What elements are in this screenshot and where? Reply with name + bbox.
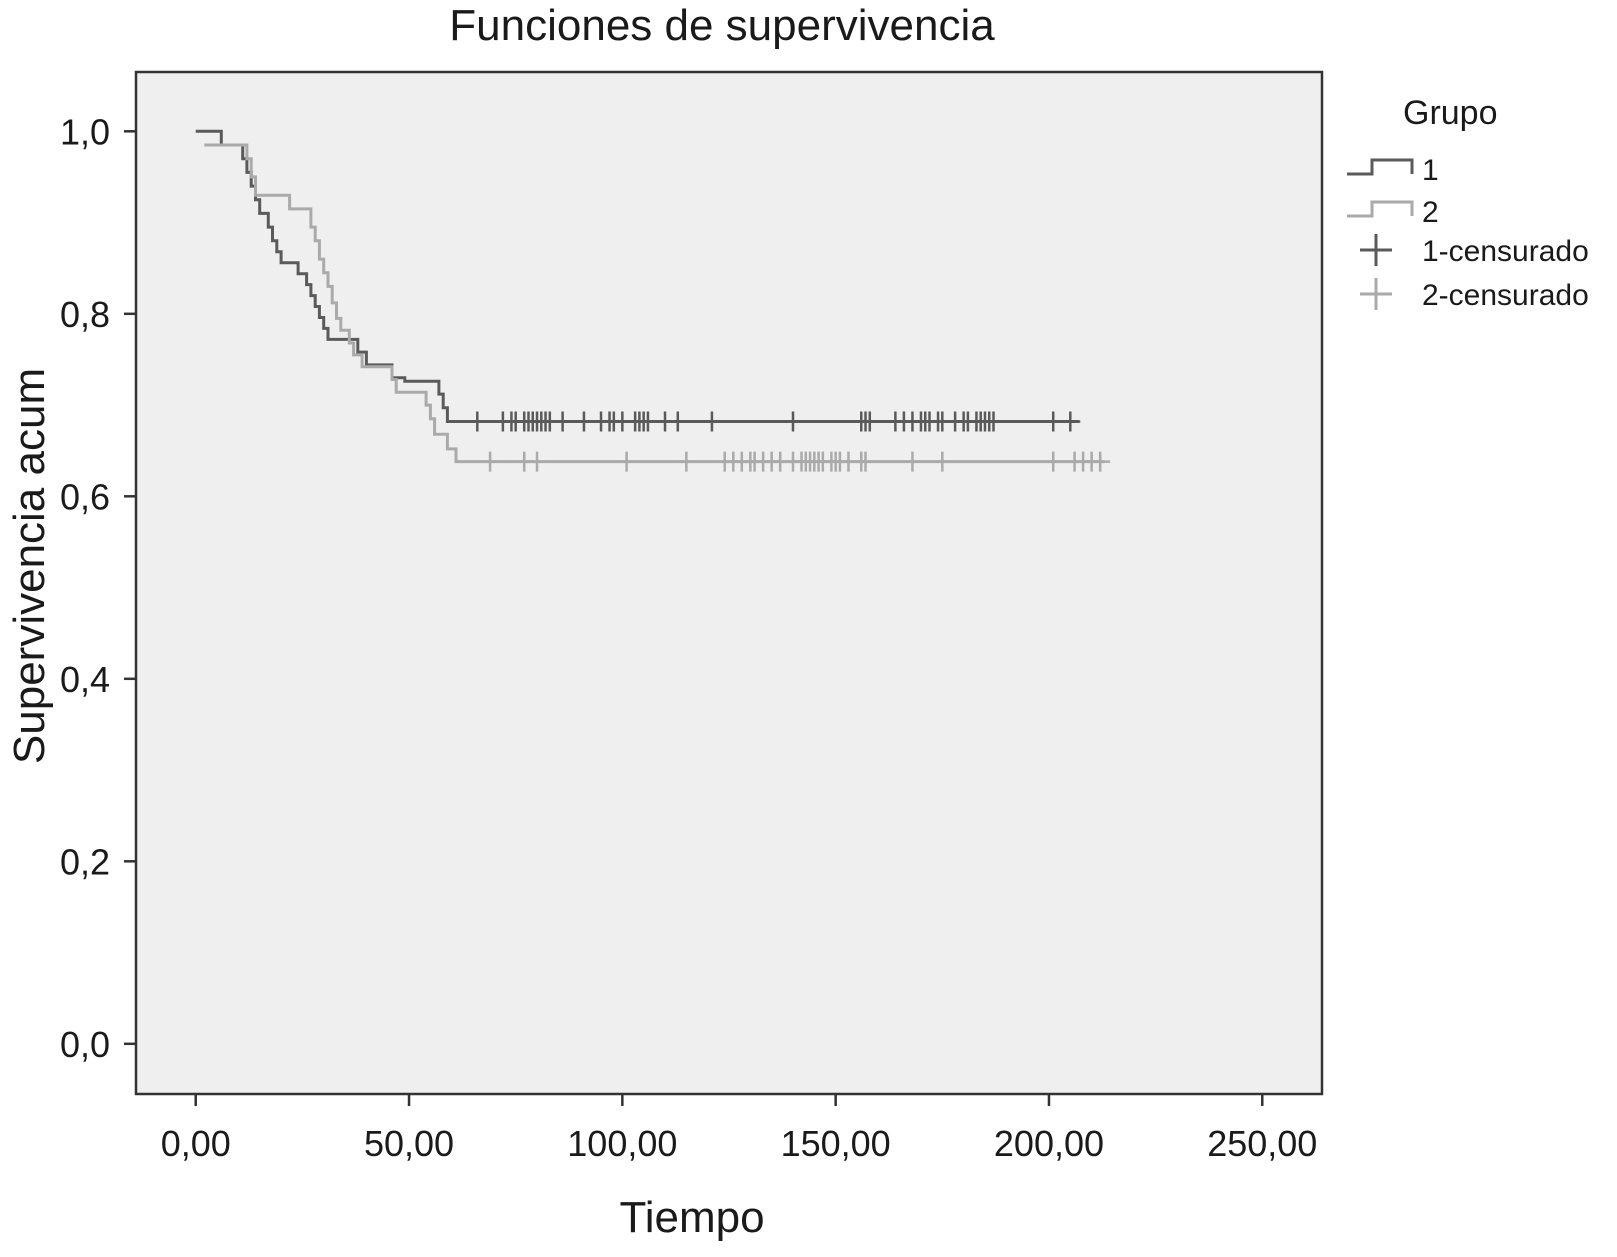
legend-marker-2-censurado	[1360, 278, 1392, 310]
x-tick-label: 0,00	[161, 1123, 231, 1164]
censored-mark-1	[573, 411, 594, 432]
censored-mark-1	[782, 411, 803, 432]
plot-area	[134, 70, 1324, 1096]
legend-label-group-1: 1	[1422, 154, 1439, 187]
y-tick-label: 0,8	[60, 294, 110, 335]
censored-mark-1	[1060, 411, 1081, 432]
y-tick-label: 0,0	[60, 1024, 110, 1065]
y-axis-label: Supervivencia acum	[5, 368, 54, 764]
censored-mark-1	[701, 411, 722, 432]
censored-mark-1	[859, 411, 880, 432]
censored-mark-2	[1090, 451, 1111, 472]
legend-line-group-1	[1347, 158, 1414, 176]
x-tick-label: 50,00	[364, 1123, 454, 1164]
y-tick-label: 0,6	[60, 476, 110, 517]
legend: Grupo 1 2 1-censurado 2-censurado	[1347, 94, 1589, 312]
x-tick-label: 100,00	[567, 1123, 677, 1164]
censored-mark-2	[480, 451, 501, 472]
series-group-1	[195, 129, 1081, 432]
censored-mark-2	[855, 451, 876, 472]
x-tick-label: 150,00	[781, 1123, 891, 1164]
censored-mark-1	[637, 411, 658, 432]
censored-mark-2	[527, 451, 548, 472]
series-line-1	[195, 129, 1079, 423]
legend-label-2-censurado: 2-censurado	[1422, 279, 1589, 312]
series-group-2	[204, 143, 1111, 472]
censored-mark-1	[467, 411, 488, 432]
y-tick-label: 1,0	[60, 111, 110, 152]
y-tick-label: 0,2	[60, 841, 110, 882]
legend-marker-1-censurado	[1360, 234, 1392, 266]
censored-mark-2	[902, 451, 923, 472]
series-layer	[195, 129, 1111, 472]
x-axis-label: Tiempo	[619, 1193, 764, 1242]
censored-mark-1	[983, 411, 1004, 432]
x-tick-label: 200,00	[994, 1123, 1104, 1164]
censored-mark-1	[667, 411, 688, 432]
legend-label-1-censurado: 1-censurado	[1422, 235, 1589, 268]
x-tick-label: 250,00	[1207, 1123, 1317, 1164]
censored-mark-1	[1043, 411, 1064, 432]
censored-mark-2	[932, 451, 953, 472]
chart-title: Funciones de supervivencia	[449, 1, 995, 50]
legend-label-group-2: 2	[1422, 196, 1439, 229]
legend-line-group-2	[1347, 200, 1414, 218]
censored-mark-2	[1043, 451, 1064, 472]
y-tick-label: 0,4	[60, 659, 110, 700]
legend-title: Grupo	[1403, 94, 1498, 132]
censored-mark-2	[616, 451, 637, 472]
censored-mark-1	[552, 411, 573, 432]
x-axis: 0,00 50,00 100,00 150,00 200,00 250,00	[161, 1094, 1317, 1164]
y-axis: 0,0 0,2 0,4 0,6 0,8 1,0	[60, 111, 136, 1065]
censored-mark-2	[676, 451, 697, 472]
series-line-2	[204, 143, 1105, 464]
